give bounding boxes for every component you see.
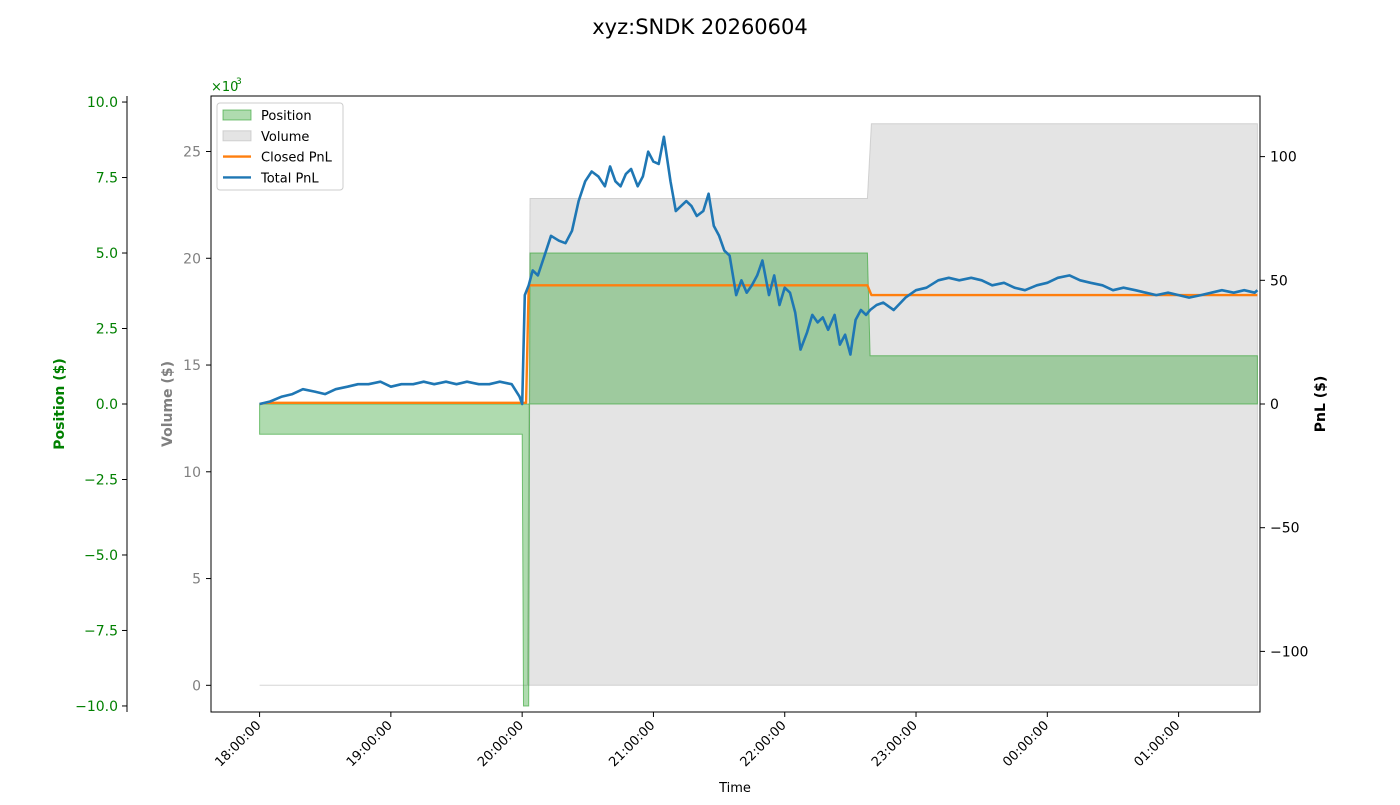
x-tick-label: 18:00:00 — [213, 718, 265, 770]
volume-tick-label: 25 — [183, 145, 201, 161]
position-tick-label: 7.5 — [96, 171, 118, 187]
volume-tick-label: 5 — [192, 572, 201, 588]
volume-area-layer — [259, 123, 1258, 686]
position-tick-label: 10.0 — [87, 95, 118, 111]
legend-label: Total PnL — [260, 171, 319, 186]
x-tick-label: 00:00:00 — [1000, 718, 1052, 770]
x-axis-label: Time — [718, 781, 751, 796]
pnl-tick-label: 50 — [1270, 273, 1288, 289]
x-tick-label: 23:00:00 — [869, 718, 921, 770]
position-tick-label: −10.0 — [75, 699, 118, 715]
total-pnl-line — [259, 135, 1259, 406]
legend-label: Closed PnL — [261, 151, 333, 166]
position-axis-label: Position ($) — [52, 358, 68, 450]
x-tick-label: 22:00:00 — [738, 718, 790, 770]
legend-swatch-position — [222, 109, 252, 121]
x-tick-label: 01:00:00 — [1132, 718, 1184, 770]
volume-area — [259, 123, 1258, 686]
pnl-tick-label: −100 — [1270, 644, 1308, 660]
pnl-axis-label: PnL ($) — [1313, 376, 1329, 433]
pnl-lines-layer — [259, 135, 1259, 406]
position-tick-label: −2.5 — [84, 472, 118, 488]
x-tick-label: 19:00:00 — [344, 718, 396, 770]
volume-tick-label: 10 — [183, 465, 201, 481]
pnl-tick-label: −50 — [1270, 521, 1300, 537]
chart-title: xyz:SNDK 20260604 — [592, 15, 808, 39]
volume-multiplier-base: ×10 — [211, 80, 238, 95]
volume-tick-label: 0 — [192, 678, 201, 694]
position-tick-label: 2.5 — [96, 322, 118, 338]
position-tick-label: −7.5 — [84, 623, 118, 639]
legend-frame — [216, 102, 344, 191]
position-area-layer — [259, 252, 1258, 707]
x-tick-label: 21:00:00 — [606, 718, 658, 770]
pnl-tick-label: 100 — [1270, 150, 1297, 166]
x-tick-label: 20:00:00 — [475, 718, 527, 770]
volume-tick-label: 20 — [183, 251, 201, 267]
position-area — [259, 252, 1258, 707]
volume-tick-label: 15 — [183, 358, 201, 374]
legend-swatch-volume — [222, 130, 252, 142]
volume-axis-label: Volume ($) — [160, 361, 176, 447]
pnl-tick-label: 0 — [1270, 397, 1279, 413]
position-tick-label: 5.0 — [96, 246, 118, 262]
legend: Position Volume Closed PnL Total PnL — [216, 102, 344, 191]
position-tick-label: −5.0 — [84, 548, 118, 564]
closed-pnl-line — [259, 284, 1258, 406]
volume-multiplier-exp: 3 — [236, 77, 242, 87]
position-tick-label: 0.0 — [96, 397, 118, 413]
legend-label: Position — [261, 109, 312, 124]
legend-label: Volume — [261, 130, 309, 145]
